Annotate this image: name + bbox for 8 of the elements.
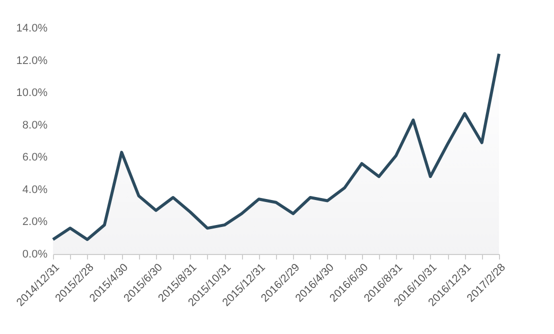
y-tick-label: 10.0% (16, 87, 48, 100)
y-tick-label: 2.0% (22, 216, 48, 228)
y-tick-label: 6.0% (22, 152, 48, 164)
y-tick-label: 0.0% (22, 248, 48, 260)
y-tick-label: 4.0% (22, 184, 48, 196)
y-tick-label: 8.0% (22, 119, 48, 132)
y-tick-label: 12.0% (16, 54, 48, 67)
y-tick-label: 14.0% (16, 22, 48, 34)
